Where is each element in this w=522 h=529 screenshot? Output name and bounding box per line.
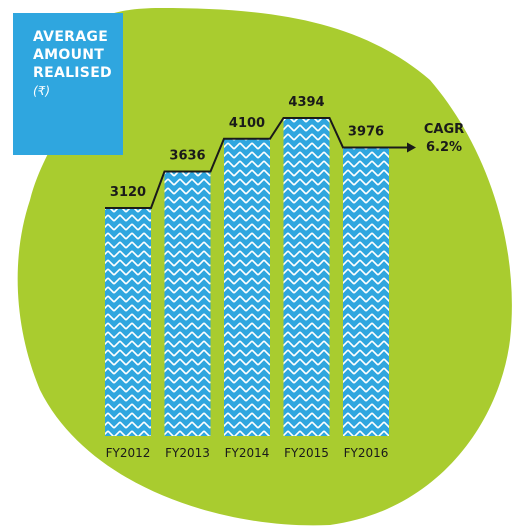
bars-group [105, 118, 389, 436]
value-label: 4100 [229, 116, 265, 131]
title-line-3: REALISED [33, 65, 112, 81]
category-label: FY2016 [344, 446, 389, 460]
title-unit: (₹) [33, 84, 50, 98]
value-label: 4394 [288, 95, 324, 110]
title-line-1: AVERAGE [33, 29, 109, 45]
chart-title: AVERAGE AMOUNT REALISED [33, 28, 121, 82]
bar-fy2016 [343, 147, 389, 436]
connector-group [105, 117, 416, 209]
value-label: 3976 [348, 125, 384, 140]
bar-fy2015 [283, 118, 330, 436]
category-label: FY2013 [165, 446, 210, 460]
cagr-value: 6.2% [426, 140, 462, 155]
bar-fy2014 [224, 138, 270, 436]
trend-connector-line [105, 117, 407, 209]
title-line-2: AMOUNT [33, 47, 105, 63]
bar-fy2012 [105, 208, 151, 436]
value-label: 3636 [169, 149, 205, 164]
title-box [13, 13, 123, 155]
category-label: FY2012 [106, 446, 151, 460]
value-label: 3120 [110, 185, 146, 200]
trend-arrow-icon [407, 142, 416, 153]
cagr-label: CAGR [424, 122, 464, 137]
labels-group: 3120 FY2012 3636 FY2013 4100 FY2014 4394 FY2015… [106, 95, 389, 460]
category-label: FY2014 [225, 446, 270, 460]
bar-fy2013 [164, 171, 211, 436]
category-label: FY2015 [284, 446, 329, 460]
